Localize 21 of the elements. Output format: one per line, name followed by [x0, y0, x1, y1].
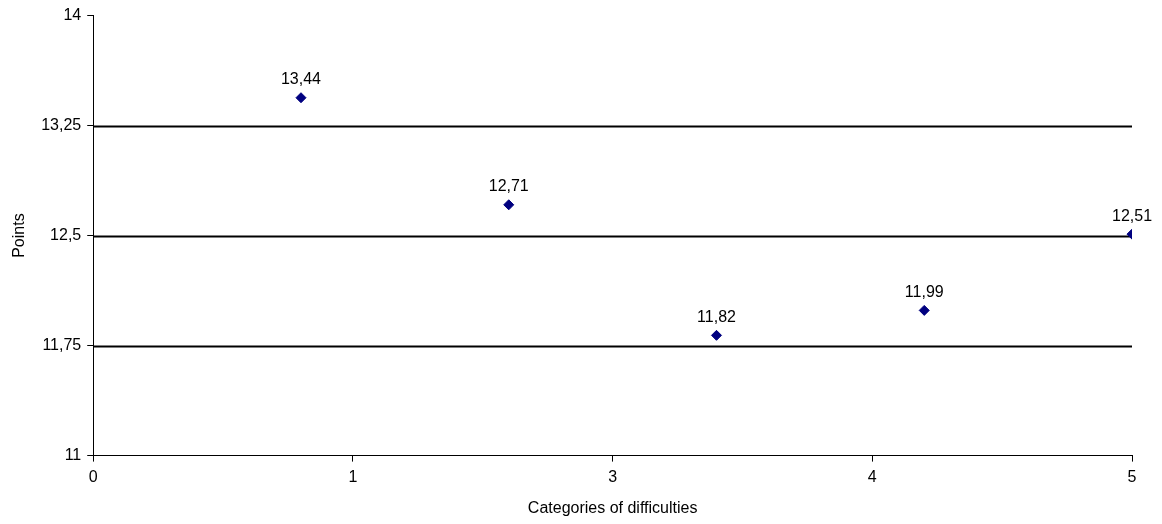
y-axis-title: Points [10, 213, 28, 258]
point [918, 304, 930, 316]
y-tick-label: 11,75 [42, 336, 82, 354]
y-tick-label: 12,5 [50, 226, 82, 244]
y-tick-label: 11 [64, 446, 82, 464]
y-tick-label: 13,25 [41, 116, 82, 134]
x-tick-label: 5 [1127, 467, 1137, 485]
x-tick-label: 0 [88, 467, 98, 485]
data-label: 13,44 [280, 70, 322, 88]
x-tick-label: 3 [608, 467, 618, 485]
data-label: 11,82 [697, 307, 737, 325]
point [503, 199, 515, 211]
point [711, 329, 722, 341]
x-axis-title: Categories of difficulties [527, 498, 698, 516]
x-tick-label: 4 [867, 467, 877, 485]
y-tick-label: 14 [63, 6, 82, 24]
data-label: 12,71 [488, 177, 529, 195]
data-label: 12,51 [1111, 206, 1153, 224]
data-label: 11,99 [904, 282, 944, 300]
point [295, 92, 307, 104]
x-tick-label: 1 [348, 467, 358, 485]
